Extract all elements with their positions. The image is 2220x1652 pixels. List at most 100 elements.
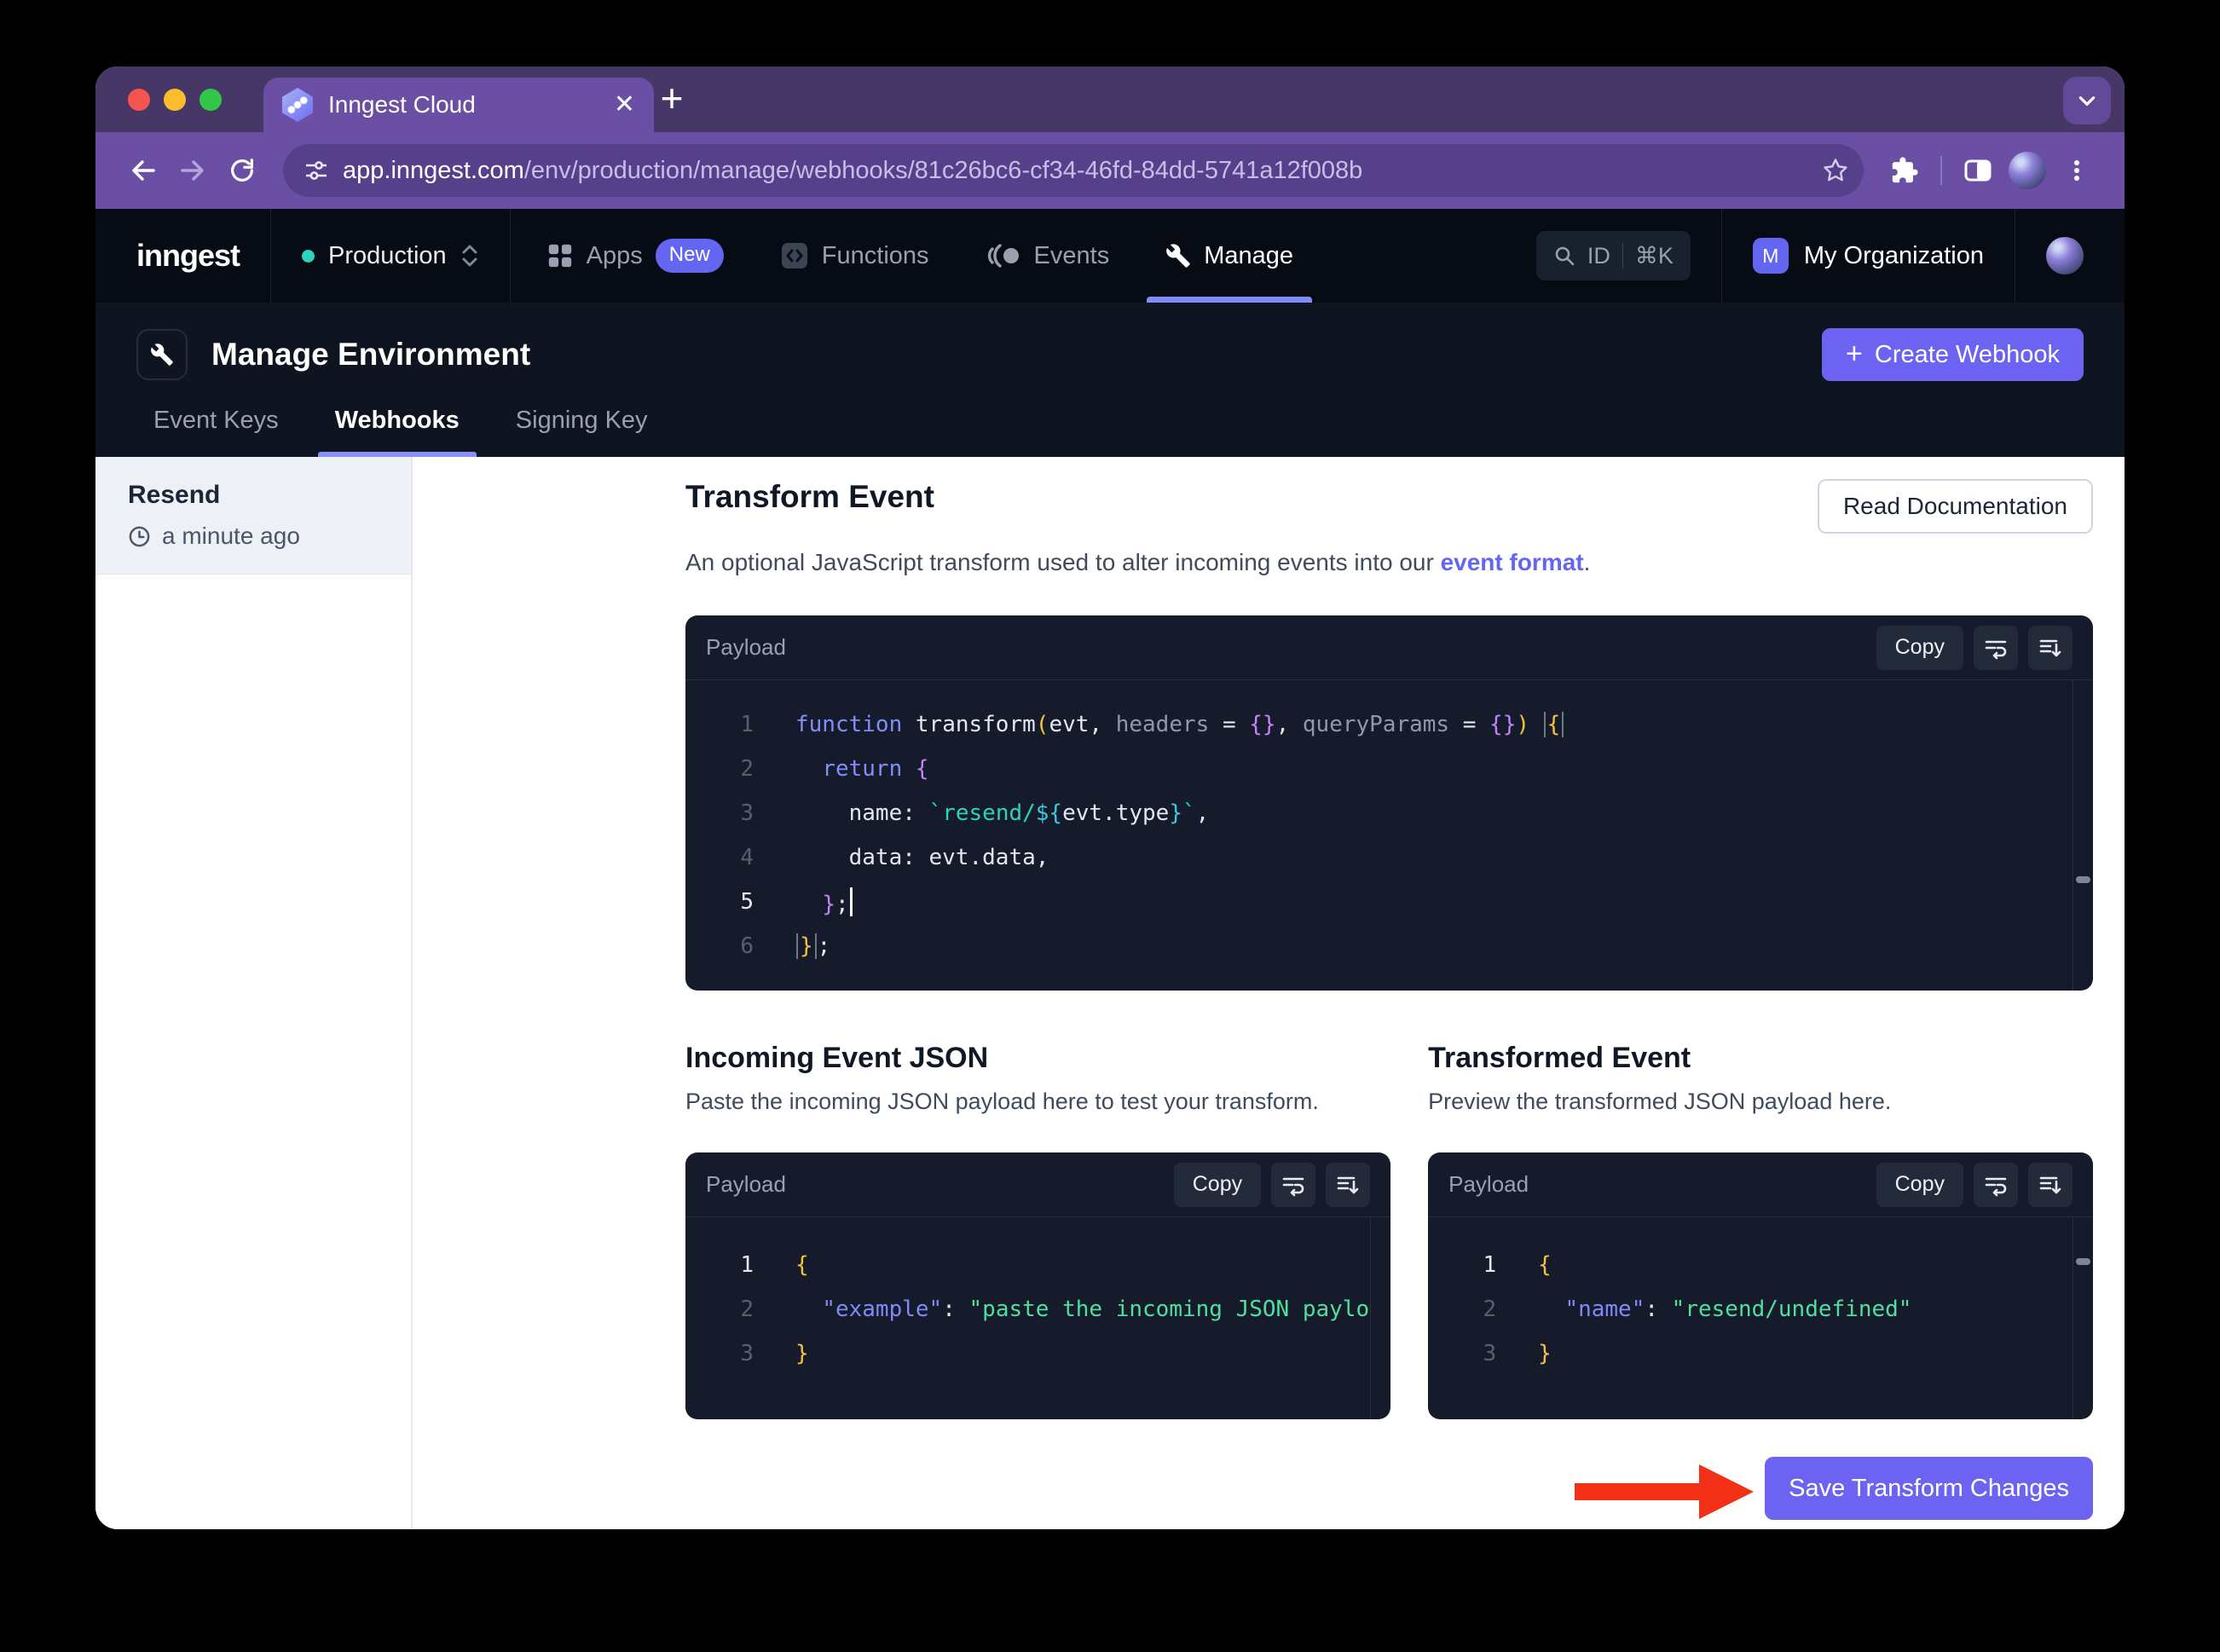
side-panel-button[interactable] (1956, 148, 2000, 193)
incoming-description: Paste the incoming JSON payload here to … (685, 1089, 1319, 1114)
code-line: 3} (1428, 1331, 2072, 1376)
browser-menu-button[interactable] (2055, 148, 2099, 193)
incoming-code-editor[interactable]: 1{2 "example": "paste the incoming JSON … (685, 1217, 1390, 1419)
code-line: 1{ (1428, 1243, 2072, 1287)
line-number: 2 (1483, 1297, 1497, 1322)
transformed-code-viewer[interactable]: 1{2 "name": "resend/undefined" 3} (1428, 1217, 2093, 1419)
nav-item-apps[interactable]: Apps New (541, 209, 729, 303)
scroll-to-bottom-button[interactable] (1326, 1162, 1371, 1207)
minimize-window-button[interactable] (164, 88, 186, 111)
transform-panel: Transform Event Read Documentation An op… (413, 457, 2125, 1529)
payload-label: Payload (706, 634, 786, 660)
forward-button[interactable] (171, 148, 215, 193)
nav-item-functions[interactable]: Functions (775, 209, 934, 303)
content-area: Resend a minute ago Transform Event Read… (95, 457, 2125, 1529)
sidebar-item-resend[interactable]: Resend a minute ago (95, 457, 411, 575)
wrench-icon-box (136, 329, 188, 380)
code-line: 3} (685, 1331, 1369, 1376)
copy-button[interactable]: Copy (1876, 1162, 1963, 1207)
line-number: 2 (740, 1297, 754, 1322)
search-id-label: ID (1587, 242, 1610, 269)
word-wrap-button[interactable] (1974, 625, 2018, 670)
word-wrap-icon (1985, 640, 2007, 659)
search-divider (1622, 243, 1623, 269)
tab-search-button[interactable] (2063, 77, 2111, 124)
word-wrap-button[interactable] (1974, 1162, 2018, 1207)
tab-title: Inngest Cloud (328, 91, 476, 118)
scrollbar-thumb[interactable] (2076, 876, 2090, 883)
url-text[interactable]: app.inngest.com/env/production/manage/we… (343, 157, 1807, 185)
back-arrow-icon (132, 160, 155, 181)
editor-scrollbar[interactable] (1370, 1217, 1390, 1419)
profile-avatar (2009, 152, 2046, 189)
tab-webhooks[interactable]: Webhooks (317, 407, 477, 457)
maximize-window-button[interactable] (199, 88, 222, 111)
webhooks-sidebar: Resend a minute ago (95, 457, 413, 1529)
incoming-event-column: Incoming Event JSON Paste the incoming J… (685, 1042, 1391, 1419)
nav-item-manage[interactable]: Manage (1147, 209, 1312, 303)
tab-close-icon[interactable]: ✕ (613, 90, 635, 118)
reload-button[interactable] (220, 148, 264, 193)
text-cursor (849, 887, 853, 916)
close-window-button[interactable] (128, 88, 150, 111)
copy-button[interactable]: Copy (1173, 1162, 1262, 1207)
bookmark-star-icon[interactable] (1821, 156, 1850, 185)
search-icon (1555, 246, 1575, 266)
scroll-to-bottom-button[interactable] (2028, 625, 2073, 670)
browser-profile-button[interactable] (2005, 148, 2049, 193)
align-down-icon (2039, 1176, 2061, 1193)
nav-right: ID ⌘K M My Organization (1535, 209, 2125, 303)
organization-switcher[interactable]: M My Organization (1752, 238, 1984, 274)
user-avatar[interactable] (2046, 237, 2084, 274)
nav-divider (509, 209, 511, 303)
search-shortcut: ⌘K (1634, 242, 1674, 269)
event-format-link[interactable]: event format (1440, 549, 1584, 575)
line-number: 2 (740, 756, 754, 782)
scrollbar-thumb[interactable] (2076, 1258, 2090, 1265)
code-line: 2 "name": "resend/undefined" (1428, 1287, 2072, 1331)
nav-divider (270, 209, 272, 303)
events-icon (987, 244, 1019, 268)
copy-button[interactable]: Copy (1876, 625, 1963, 670)
line-number: 3 (740, 800, 754, 826)
nav-item-events[interactable]: Events (980, 209, 1115, 303)
browser-tabstrip: Inngest Cloud ✕ + (95, 66, 2125, 132)
address-bar[interactable]: app.inngest.com/env/production/manage/we… (283, 144, 1864, 197)
code-line: 5 }; (685, 880, 2072, 924)
line-number: 3 (740, 1341, 754, 1366)
search-box[interactable]: ID ⌘K (1535, 231, 1691, 280)
inngest-logo[interactable]: inngest (136, 238, 240, 273)
environment-switcher[interactable]: Production (302, 241, 479, 270)
editor-scrollbar[interactable] (2073, 680, 2093, 991)
new-tab-button[interactable]: + (660, 75, 684, 120)
nav-item-label: Functions (821, 241, 929, 269)
create-webhook-button[interactable]: + Create Webhook (1822, 328, 2084, 381)
tab-signing-key[interactable]: Signing Key (515, 407, 648, 434)
nav-item-label: Apps (586, 241, 643, 269)
save-row: Save Transform Changes (685, 1457, 2093, 1529)
editor-scrollbar[interactable] (2073, 1217, 2093, 1419)
puzzle-icon (1892, 157, 1918, 183)
extensions-button[interactable] (1882, 148, 1927, 193)
line-number: 3 (1483, 1341, 1497, 1366)
line-number: 1 (1483, 1252, 1497, 1278)
code-editor[interactable]: 1 function transform(evt, headers = {}, q… (685, 680, 2093, 991)
description-text: . (1583, 549, 1591, 575)
tab-event-keys[interactable]: Event Keys (153, 407, 279, 434)
new-badge: New (655, 239, 724, 273)
save-transform-changes-button[interactable]: Save Transform Changes (1765, 1457, 2093, 1520)
incoming-title: Incoming Event JSON (685, 1042, 989, 1074)
read-documentation-button[interactable]: Read Documentation (1817, 479, 2093, 534)
apps-grid-icon (548, 244, 571, 268)
back-button[interactable] (121, 148, 165, 193)
word-wrap-button[interactable] (1271, 1162, 1316, 1207)
browser-tab[interactable]: Inngest Cloud ✕ (263, 78, 654, 132)
environment-tabs: Event Keys Webhooks Signing Key (136, 407, 2084, 457)
webhook-timestamp: a minute ago (162, 523, 300, 549)
line-number: 1 (740, 1252, 754, 1278)
scroll-to-bottom-button[interactable] (2028, 1162, 2073, 1207)
window-controls (128, 88, 222, 111)
organization-name: My Organization (1803, 241, 1984, 269)
transformed-payload-panel: Payload Copy 1{2 "name": "resend/undefin… (1428, 1152, 2093, 1419)
word-wrap-icon (1985, 1177, 2007, 1196)
